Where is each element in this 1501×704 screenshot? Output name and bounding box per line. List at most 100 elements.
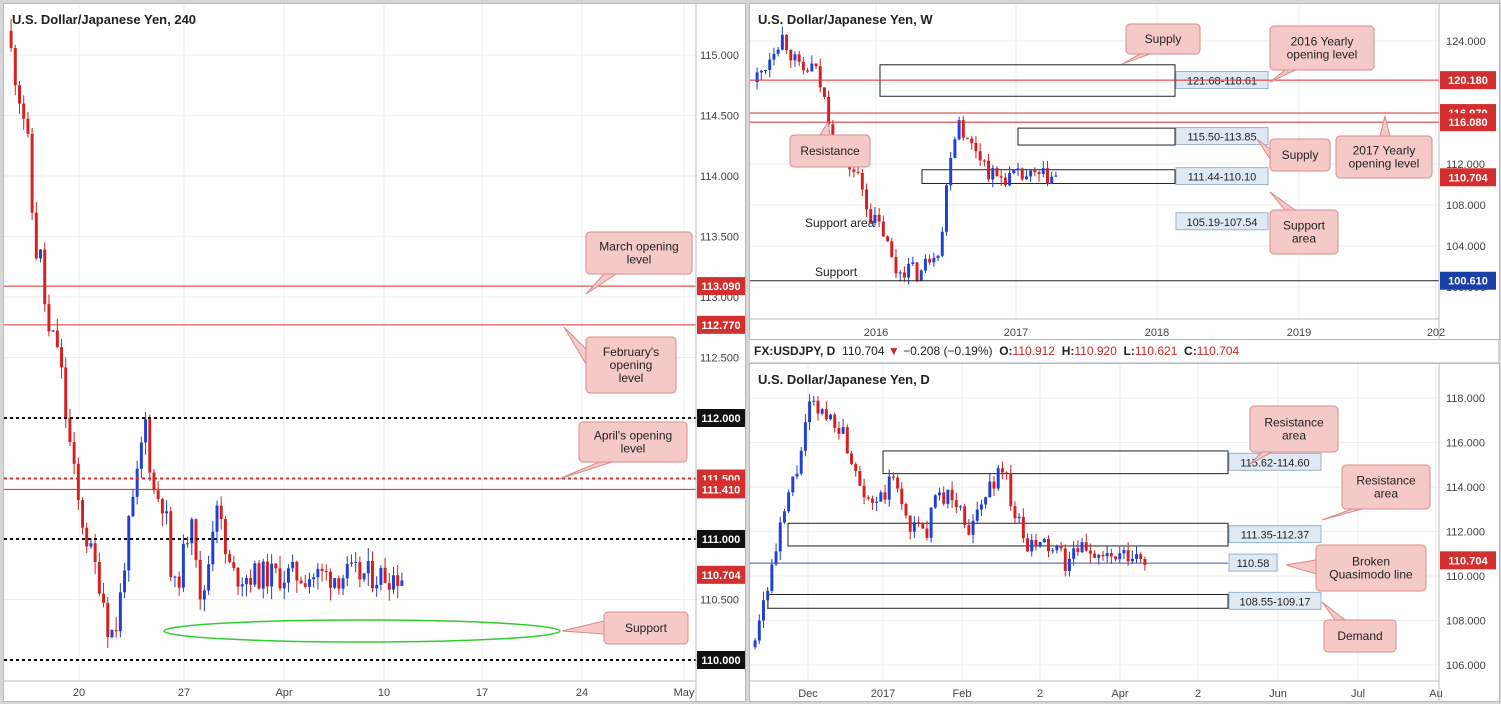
high-label: H: <box>1061 344 1075 358</box>
svg-text:Resistance: Resistance <box>1264 416 1324 430</box>
candle-body <box>753 640 757 648</box>
candle-body <box>350 562 353 564</box>
zone-label: 115.50-113.85 <box>1187 132 1256 144</box>
candle-body <box>89 543 93 547</box>
close-value: 110.704 <box>1196 344 1240 358</box>
candle-body <box>97 562 101 594</box>
candle-body <box>240 584 244 587</box>
candle-body <box>1000 468 1004 473</box>
candle-body <box>1114 556 1118 560</box>
y-tick-label: 115.000 <box>700 50 739 62</box>
candle-body <box>177 576 181 588</box>
x-tick-label: 10 <box>378 687 390 699</box>
price-badge-label: 112.770 <box>701 320 740 332</box>
candle-body <box>328 571 332 588</box>
candle-body <box>923 258 927 271</box>
high-value: 110.920 <box>1074 344 1117 358</box>
candle-body <box>1084 542 1088 551</box>
candle-body <box>383 567 387 584</box>
candle-body <box>81 500 85 528</box>
candle-body <box>945 185 948 232</box>
candle-body <box>822 87 826 97</box>
candle-body <box>762 600 765 621</box>
candle-body <box>818 66 822 88</box>
price-badge <box>1440 168 1496 187</box>
open-label: O: <box>999 344 1013 358</box>
x-tick-label: Feb <box>953 688 972 700</box>
candle-body <box>274 563 278 569</box>
candle-body <box>806 70 810 72</box>
candle-body <box>827 96 831 125</box>
candle-body <box>803 422 807 451</box>
infobar-price: 110.704 <box>842 344 885 358</box>
candle-body <box>829 414 833 420</box>
candle-body <box>1009 473 1013 507</box>
chart-4h-panel[interactable]: 115.000 114.500 114.000 113.500 113.000 112.5… <box>3 3 746 702</box>
candle-body <box>202 590 206 600</box>
low-value: 110.621 <box>1134 344 1178 358</box>
candle-body <box>118 592 122 632</box>
candle-body <box>942 492 946 504</box>
candle-body <box>396 575 400 586</box>
candle-body <box>47 304 51 332</box>
candle-body <box>1051 550 1055 552</box>
candle-body <box>18 85 21 104</box>
annotation-callout: Supply <box>1256 138 1331 172</box>
candles-daily <box>753 394 1147 650</box>
candle-body <box>932 257 936 263</box>
svg-text:area: area <box>1374 487 1398 501</box>
candle-body <box>152 472 156 491</box>
svg-text:Supply: Supply <box>1145 32 1182 46</box>
x-tick-label: May <box>674 687 695 699</box>
candle-body <box>345 563 349 579</box>
candle-body <box>787 492 791 512</box>
x-tick-label: 24 <box>576 687 588 699</box>
candle-body <box>915 262 919 281</box>
x-tick-label: Jul <box>1351 688 1365 700</box>
candle-body <box>999 176 1003 178</box>
candle-body <box>270 563 274 587</box>
candle-body <box>789 50 793 61</box>
zone-label: 108.55-109.17 <box>1240 596 1311 608</box>
candle-body <box>1021 516 1025 539</box>
candle-body <box>982 160 986 162</box>
zone-label-box <box>1175 212 1269 231</box>
candle-body <box>1017 516 1021 519</box>
candles-weekly <box>755 26 1058 285</box>
chart-weekly-svg: 121.68-118.61 115.50-113.85 111.44-110.10 1… <box>750 4 1496 339</box>
candle-body <box>919 270 923 281</box>
x-tick-label: Au <box>1429 688 1442 700</box>
y-tick-label: 104.000 <box>1446 241 1486 253</box>
candle-body <box>1050 176 1054 184</box>
candle-body <box>850 453 853 465</box>
svg-text:Support: Support <box>625 621 668 635</box>
candle-body <box>148 419 152 473</box>
candle-body <box>236 567 240 587</box>
annotation-callout: Demand <box>1321 601 1397 653</box>
candle-body <box>320 568 324 572</box>
candle-body <box>755 72 759 82</box>
open-value: 110.912 <box>1012 344 1056 358</box>
candle-body <box>1063 548 1067 571</box>
level-label: 110.58 <box>1237 558 1270 570</box>
svg-text:April's opening: April's opening <box>594 429 672 443</box>
chart-weekly-panel[interactable]: 121.68-118.61 115.50-113.85 111.44-110.10 1… <box>749 3 1500 340</box>
candle-body <box>1041 168 1045 175</box>
candle-body <box>992 481 996 489</box>
candle-body <box>358 562 362 580</box>
y-tick-label: 114.500 <box>700 111 739 123</box>
chart-daily-panel[interactable]: 115.62-114.60 111.35-112.37 108.55-109.17 … <box>749 363 1500 702</box>
symbol-label: FX:USDJPY, D <box>754 344 836 358</box>
candle-body <box>852 169 856 172</box>
price-badge <box>697 277 745 296</box>
candle-body <box>144 419 148 443</box>
y-tick-label: 124.000 <box>1446 36 1486 48</box>
zone-label-box <box>1175 127 1269 146</box>
candle-body <box>785 34 789 51</box>
zone-label: 111.44-110.10 <box>1188 172 1257 184</box>
candle-body <box>808 401 812 423</box>
candle-body <box>1143 558 1147 565</box>
x-tick-label: 20 <box>73 687 85 699</box>
